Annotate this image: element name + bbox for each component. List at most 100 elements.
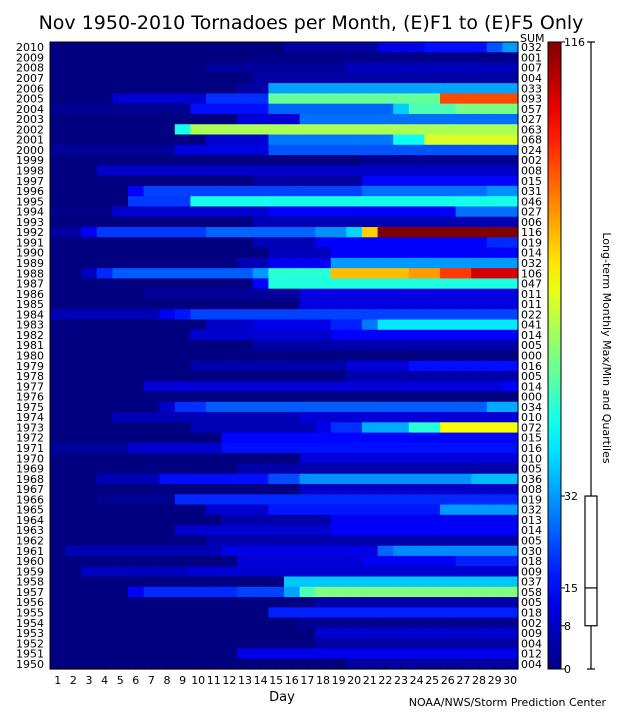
heatmap-cell [112, 206, 129, 218]
heatmap-cell [174, 42, 191, 53]
heatmap-cell [237, 103, 254, 115]
heatmap-cell [284, 658, 301, 670]
heatmap-cell [393, 113, 410, 125]
heatmap-cell [299, 309, 316, 321]
heatmap-cell [377, 134, 394, 146]
heatmap-cell [159, 340, 176, 351]
heatmap-cell [471, 196, 488, 208]
heatmap-cell [81, 555, 98, 567]
heatmap-cell [143, 473, 160, 485]
heatmap-cell [206, 566, 223, 578]
heatmap-cell [174, 607, 191, 619]
sum-label: 033 [521, 82, 542, 95]
heatmap-cell [190, 638, 207, 650]
heatmap-cell [362, 401, 379, 413]
heatmap-cell [346, 381, 363, 393]
heatmap-cell [486, 72, 503, 84]
heatmap-cell [346, 401, 363, 413]
heatmap-cell [96, 412, 113, 423]
heatmap-cell [143, 165, 160, 177]
heatmap-cell [128, 165, 145, 177]
heatmap-cell [455, 535, 472, 547]
heatmap-cell [174, 237, 191, 249]
heatmap-cell [284, 483, 301, 495]
heatmap-cell [346, 278, 363, 290]
year-label: 1957 [16, 586, 44, 599]
heatmap-cell [190, 52, 207, 64]
heatmap-cell [424, 535, 441, 547]
heatmap-cell [237, 658, 254, 670]
heatmap-cell [50, 298, 67, 310]
heatmap-cell [424, 278, 441, 290]
heatmap-cell [299, 206, 316, 218]
heatmap-cell [486, 360, 503, 372]
heatmap-cell [128, 473, 145, 485]
heatmap-cell [346, 165, 363, 177]
heatmap-cell [237, 340, 254, 351]
day-tick-label: 26 [441, 674, 455, 687]
heatmap-cell [408, 227, 425, 238]
year-label: 1985 [16, 298, 44, 311]
heatmap-cell [252, 268, 269, 280]
heatmap-cell [284, 309, 301, 321]
heatmap-cell [486, 52, 503, 64]
heatmap-cell [206, 576, 223, 588]
heatmap-cell [143, 638, 160, 650]
heatmap-cell [206, 545, 223, 557]
heatmap-cell [143, 42, 160, 53]
heatmap-cell [112, 545, 129, 557]
heatmap-cell [502, 442, 519, 454]
heatmap-cell [284, 257, 301, 269]
heatmap-cell [408, 422, 425, 434]
year-label: 1984 [16, 308, 44, 321]
heatmap-cell [96, 103, 113, 115]
heatmap-cell [190, 597, 207, 608]
year-label: 1982 [16, 329, 44, 342]
heatmap-cell [65, 586, 82, 598]
day-tick-label: 21 [363, 674, 377, 687]
heatmap-cell [299, 442, 316, 454]
heatmap-cell [206, 72, 223, 84]
heatmap-cell [190, 586, 207, 598]
heatmap-cell [424, 638, 441, 650]
heatmap-cell [502, 555, 519, 567]
heatmap-cell [206, 401, 223, 413]
heatmap-cell [299, 52, 316, 64]
heatmap-cell [159, 483, 176, 495]
heatmap-cell [377, 586, 394, 598]
heatmap-cell [96, 329, 113, 341]
heatmap-cell [128, 278, 145, 290]
heatmap-cell [112, 525, 129, 536]
sum-label: 010 [521, 452, 542, 465]
heatmap-cell [502, 453, 519, 465]
heatmap-cell [362, 638, 379, 650]
heatmap-cell [284, 62, 301, 74]
heatmap-cell [362, 648, 379, 660]
heatmap-cell [424, 165, 441, 177]
heatmap-cell [268, 473, 285, 485]
heatmap-cell [440, 196, 457, 208]
heatmap-cell [252, 658, 269, 670]
heatmap-cell [377, 504, 394, 516]
heatmap-cell [486, 42, 503, 53]
heatmap-cell [112, 566, 129, 578]
heatmap-cell [362, 155, 379, 166]
heatmap-cell [65, 648, 82, 660]
heatmap-cell [128, 113, 145, 125]
heatmap-cell [330, 52, 347, 64]
heatmap-cell [252, 535, 269, 547]
heatmap-cell [315, 473, 332, 485]
heatmap-cell [112, 278, 129, 290]
colorbar-tick-label: 15 [564, 582, 578, 595]
colorbar-tick-label: 116 [564, 36, 585, 49]
heatmap-cell [330, 370, 347, 382]
heatmap-cell [471, 566, 488, 578]
heatmap-cell [237, 93, 254, 105]
heatmap-cell [377, 422, 394, 434]
heatmap-cell [486, 288, 503, 300]
heatmap-cell [81, 597, 98, 608]
heatmap-cell [190, 545, 207, 557]
heatmap-cell [502, 62, 519, 74]
heatmap-cell [268, 597, 285, 608]
heatmap-cell [81, 340, 98, 351]
